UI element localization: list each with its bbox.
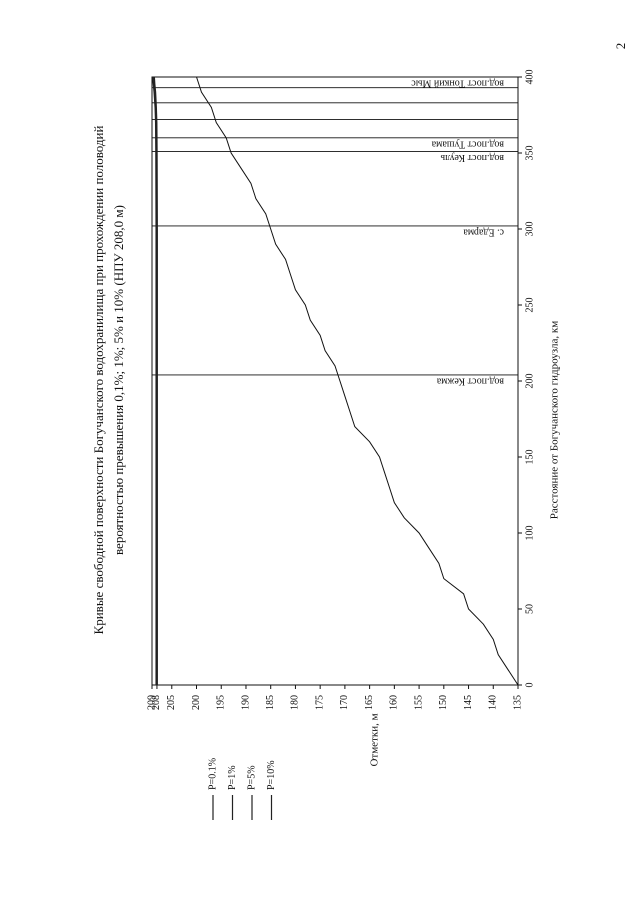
rotated-chart: Кривые свободной поверхности Богучанског… [91, 70, 561, 820]
y-tick-label: 185 [265, 695, 276, 710]
y-tick-label: 170 [339, 695, 350, 710]
x-tick-label: 100 [524, 526, 535, 541]
y-tick-label: 175 [314, 695, 325, 710]
y-tick-label: 140 [488, 695, 499, 710]
x-tick-label: 200 [524, 374, 535, 389]
water-level-line [152, 76, 157, 685]
x-axis-label: Расстояние от Богучанского гидроузла, км [549, 321, 561, 520]
y-tick-label: 150 [438, 695, 449, 710]
x-tick-label: 0 [524, 683, 535, 688]
legend-label: P=10% [266, 760, 277, 790]
y-tick-label: 160 [389, 695, 400, 710]
y-tick-label: 200 [191, 695, 202, 710]
water-level-line [151, 76, 157, 685]
y-tick-label: 208 [151, 695, 162, 710]
y-tick-label: 155 [413, 695, 424, 710]
station-label: вод.пост Тушама [431, 139, 504, 150]
chart-subtitle: вероятностью превышения 0,1%; 1%; 5% и 1… [111, 205, 126, 555]
station-label: с. Едарма [463, 227, 504, 238]
water-level-line [153, 76, 158, 685]
x-tick-label: 50 [524, 604, 535, 614]
station-label: вод.пост Тонкий Мыс [411, 78, 504, 89]
legend-label: P=0.1% [207, 758, 218, 790]
station-label: вод.пост Кежма [436, 376, 504, 387]
y-tick-label: 190 [240, 695, 251, 710]
x-tick-label: 250 [524, 298, 535, 313]
legend-label: P=1% [227, 765, 238, 790]
y-tick-label: 180 [290, 695, 301, 710]
station-label: вод.пост Кеуль [440, 152, 504, 163]
x-tick-label: 400 [524, 70, 535, 85]
page-number: 2 [613, 43, 628, 50]
x-tick-label: 350 [524, 146, 535, 161]
bed-profile-line [196, 76, 519, 686]
y-axis-label: Отметки, м [369, 713, 381, 766]
legend-label: P=5% [246, 765, 257, 790]
y-tick-label: 165 [364, 695, 375, 710]
y-tick-label: 209 [146, 695, 157, 710]
y-tick-label: 205 [166, 695, 177, 710]
x-tick-label: 300 [524, 222, 535, 237]
x-tick-label: 150 [524, 450, 535, 465]
y-tick-label: 145 [463, 695, 474, 710]
y-tick-label: 135 [512, 695, 523, 710]
y-tick-label: 195 [216, 695, 227, 710]
chart-title: Кривые свободной поверхности Богучанског… [91, 126, 106, 635]
